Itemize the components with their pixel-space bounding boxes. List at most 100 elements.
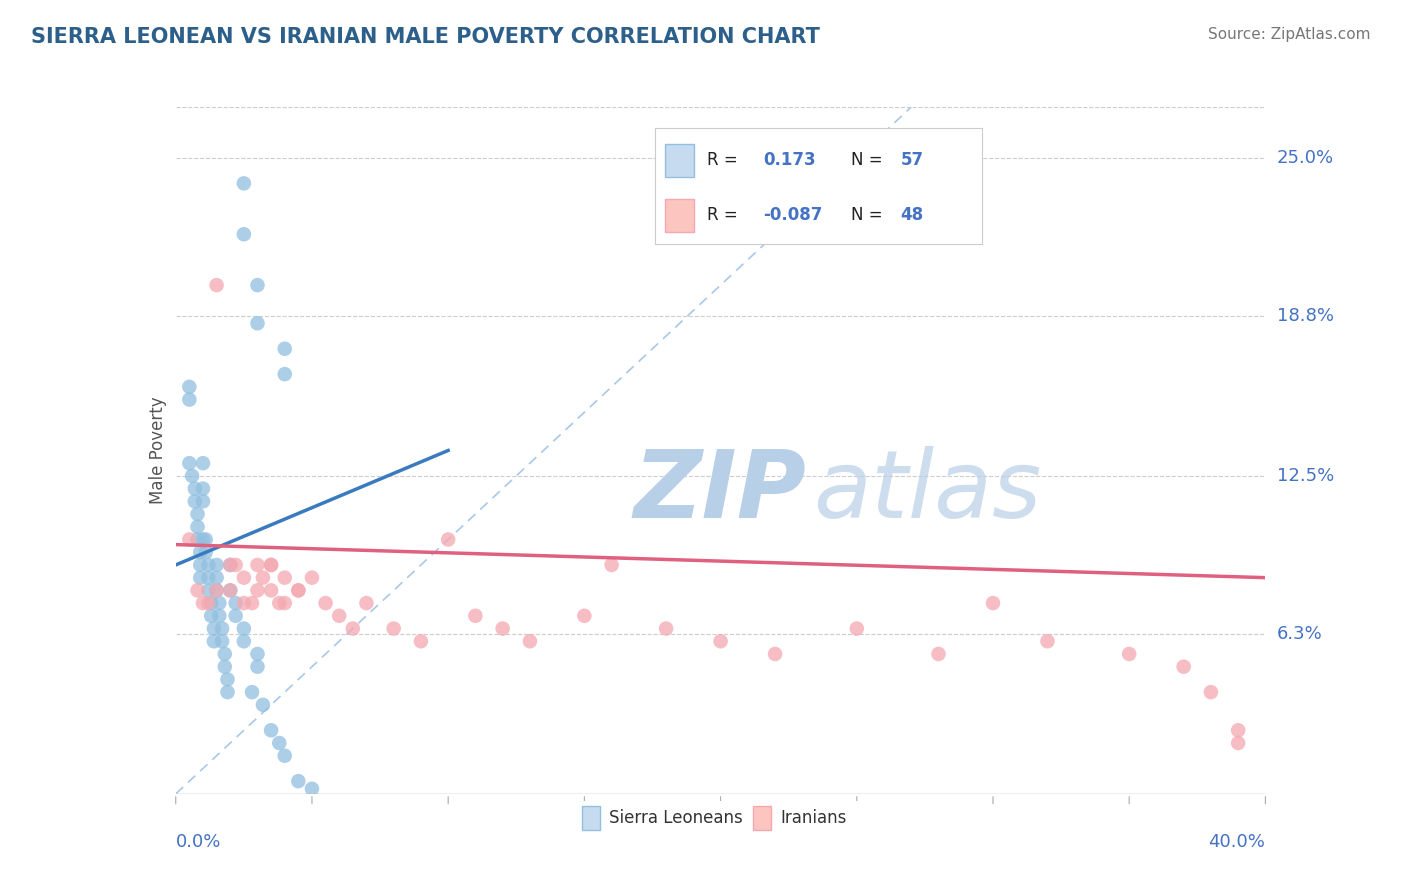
- Point: [287, 583, 309, 598]
- Point: [179, 456, 201, 470]
- Text: Source: ZipAtlas.com: Source: ZipAtlas.com: [1208, 27, 1371, 42]
- Point: [1227, 736, 1250, 750]
- Point: [225, 558, 247, 572]
- Point: [260, 723, 283, 738]
- Point: [214, 647, 236, 661]
- Text: ZIP: ZIP: [633, 446, 806, 538]
- Text: 18.8%: 18.8%: [1277, 307, 1333, 325]
- Point: [186, 533, 209, 547]
- Point: [184, 482, 207, 496]
- Point: [252, 571, 274, 585]
- Point: [274, 596, 297, 610]
- Point: [208, 608, 231, 623]
- Point: [240, 685, 263, 699]
- Text: -0.087: -0.087: [763, 206, 823, 224]
- Point: [301, 571, 323, 585]
- Point: [252, 698, 274, 712]
- Point: [1199, 685, 1222, 699]
- Point: [600, 558, 623, 572]
- Point: [437, 533, 460, 547]
- Point: [1118, 647, 1140, 661]
- Text: 6.3%: 6.3%: [1277, 624, 1322, 642]
- Point: [211, 634, 233, 648]
- Point: [197, 558, 219, 572]
- Point: [246, 647, 269, 661]
- Point: [232, 177, 254, 191]
- Point: [356, 596, 378, 610]
- Text: SIERRA LEONEAN VS IRANIAN MALE POVERTY CORRELATION CHART: SIERRA LEONEAN VS IRANIAN MALE POVERTY C…: [31, 27, 820, 46]
- Point: [287, 774, 309, 789]
- Point: [186, 507, 209, 521]
- Text: N =: N =: [852, 152, 883, 169]
- Point: [214, 659, 236, 673]
- Point: [232, 622, 254, 636]
- Point: [928, 647, 950, 661]
- Point: [574, 608, 596, 623]
- Point: [232, 227, 254, 242]
- Point: [225, 596, 247, 610]
- Point: [194, 533, 217, 547]
- Point: [409, 634, 432, 648]
- Point: [200, 596, 222, 610]
- Point: [205, 571, 228, 585]
- Point: [763, 647, 786, 661]
- Point: [191, 456, 214, 470]
- Text: 40.0%: 40.0%: [1209, 833, 1265, 851]
- Point: [1227, 723, 1250, 738]
- Point: [232, 596, 254, 610]
- Point: [217, 685, 239, 699]
- Point: [191, 596, 214, 610]
- Point: [845, 622, 868, 636]
- Point: [208, 596, 231, 610]
- Point: [188, 571, 211, 585]
- Point: [274, 571, 297, 585]
- Point: [219, 583, 242, 598]
- Point: [274, 367, 297, 381]
- FancyBboxPatch shape: [752, 805, 770, 830]
- Point: [287, 583, 309, 598]
- Point: [202, 634, 225, 648]
- Text: atlas: atlas: [813, 446, 1042, 537]
- Point: [315, 596, 337, 610]
- Point: [246, 278, 269, 293]
- Point: [179, 380, 201, 394]
- Text: 0.173: 0.173: [763, 152, 815, 169]
- Text: 0.0%: 0.0%: [176, 833, 221, 851]
- Point: [186, 520, 209, 534]
- Point: [186, 583, 209, 598]
- Point: [205, 278, 228, 293]
- Point: [217, 673, 239, 687]
- Point: [260, 558, 283, 572]
- Text: 25.0%: 25.0%: [1277, 149, 1334, 167]
- Point: [274, 748, 297, 763]
- Point: [246, 558, 269, 572]
- Point: [211, 622, 233, 636]
- Point: [710, 634, 733, 648]
- Y-axis label: Male Poverty: Male Poverty: [149, 397, 167, 504]
- Point: [260, 558, 283, 572]
- Point: [179, 533, 201, 547]
- Point: [219, 583, 242, 598]
- Point: [232, 634, 254, 648]
- Point: [328, 608, 350, 623]
- Point: [188, 545, 211, 559]
- Text: R =: R =: [707, 206, 738, 224]
- Point: [197, 596, 219, 610]
- Point: [1173, 659, 1195, 673]
- Text: Sierra Leoneans: Sierra Leoneans: [609, 809, 744, 827]
- Point: [191, 482, 214, 496]
- Text: Iranians: Iranians: [780, 809, 846, 827]
- Point: [232, 571, 254, 585]
- Point: [200, 608, 222, 623]
- Point: [219, 558, 242, 572]
- Point: [240, 596, 263, 610]
- Point: [519, 634, 541, 648]
- Point: [219, 558, 242, 572]
- Point: [205, 583, 228, 598]
- Text: 12.5%: 12.5%: [1277, 467, 1334, 485]
- Point: [492, 622, 515, 636]
- FancyBboxPatch shape: [582, 805, 600, 830]
- Point: [260, 583, 283, 598]
- Point: [246, 316, 269, 330]
- Point: [202, 622, 225, 636]
